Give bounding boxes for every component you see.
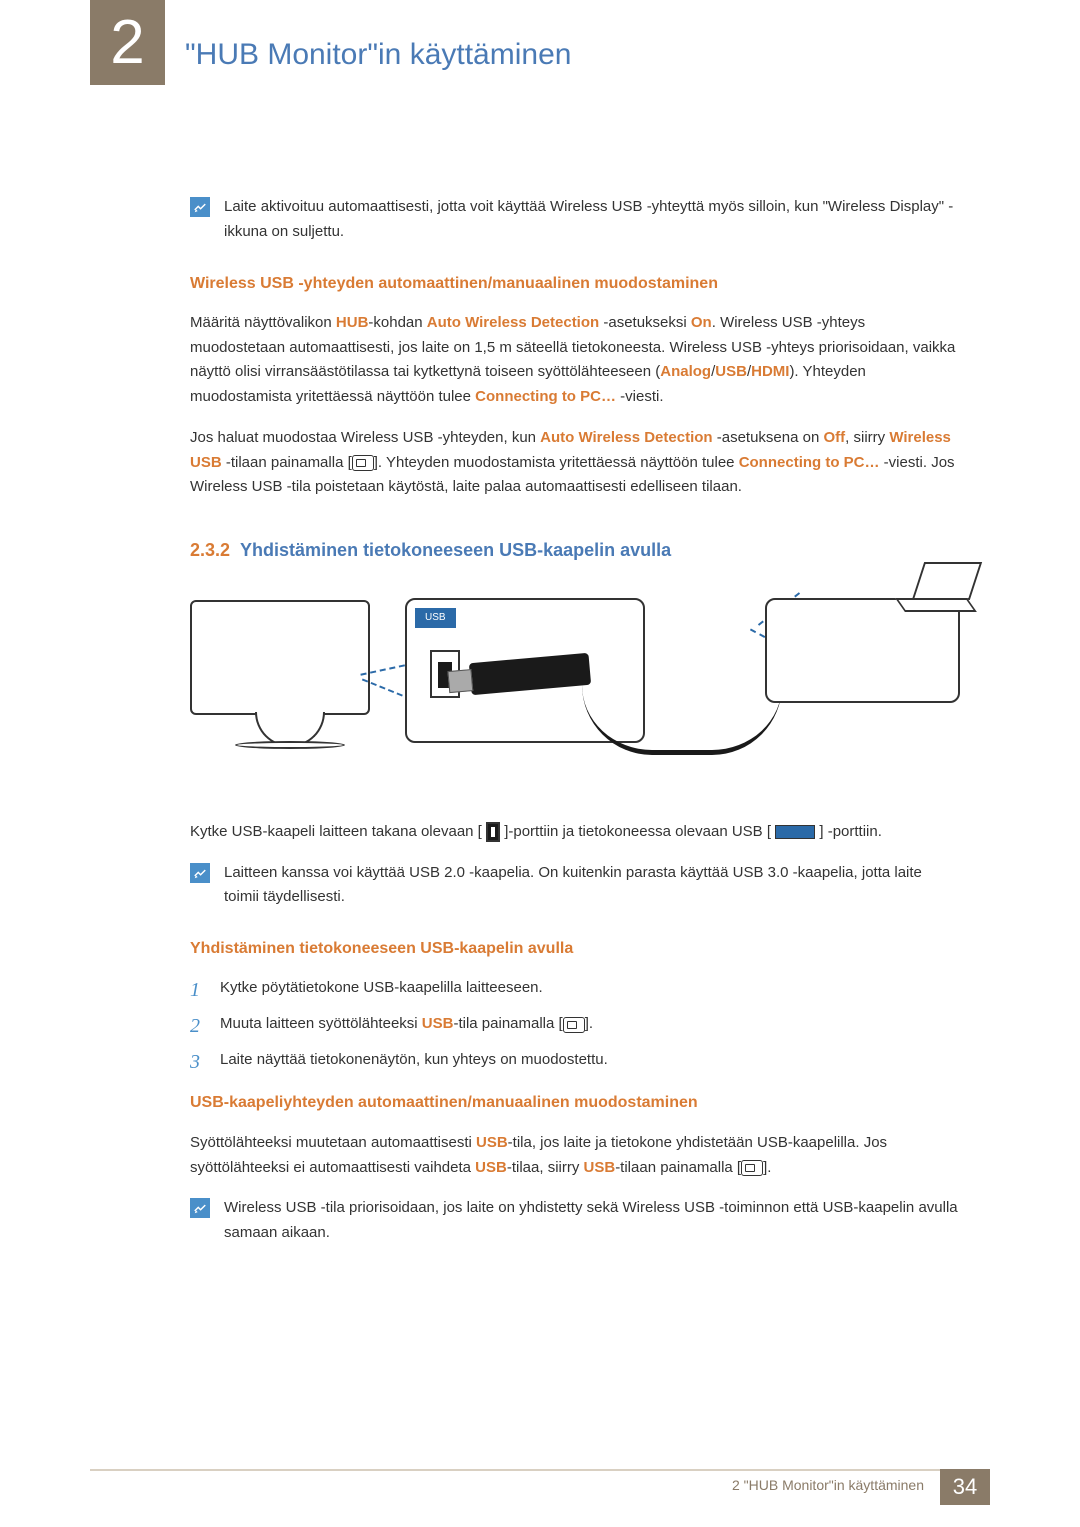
- note-icon: [190, 863, 210, 883]
- step-2: Muuta laitteen syöttölähteeksi USB-tila …: [190, 1012, 960, 1036]
- paragraph-wireless-2: Jos haluat muodostaa Wireless USB -yhtey…: [190, 426, 960, 500]
- step-3: Laite näyttää tietokonenäytön, kun yhtey…: [190, 1048, 960, 1072]
- note-icon: [190, 1198, 210, 1218]
- source-button-icon: [741, 1160, 763, 1176]
- heading-usb-cable-connect: Yhdistäminen tietokoneeseen USB-kaapelin…: [190, 936, 960, 962]
- note-icon: [190, 197, 210, 217]
- heading-usb-auto-manual: USB-kaapeliyhteyden automaattinen/manuaa…: [190, 1090, 960, 1116]
- note-2: Laitteen kanssa voi käyttää USB 2.0 -kaa…: [190, 861, 960, 911]
- note-1: Laite aktivoituu automaattisesti, jotta …: [190, 195, 960, 245]
- laptop-illustration: [900, 562, 985, 617]
- page-content: Laite aktivoituu automaattisesti, jotta …: [190, 195, 960, 1272]
- usb-b-port-icon: [486, 822, 500, 842]
- section-heading-232: 2.3.2Yhdistäminen tietokoneeseen USB-kaa…: [190, 536, 960, 566]
- note-text: Laite aktivoituu automaattisesti, jotta …: [224, 195, 960, 245]
- chapter-title: "HUB Monitor"in käyttäminen: [185, 38, 571, 72]
- monitor-illustration: [190, 600, 390, 760]
- usb-cable: [582, 685, 782, 755]
- usb-port-label: USB: [415, 608, 456, 629]
- usb-a-port-icon: [775, 825, 815, 839]
- chapter-number-tab: 2: [90, 0, 165, 85]
- footer-chapter-text: 2 "HUB Monitor"in käyttäminen: [732, 1469, 940, 1505]
- source-button-icon: [563, 1017, 585, 1033]
- steps-list: Kytke pöytätietokone USB-kaapelilla lait…: [190, 976, 960, 1072]
- footer-page-number: 34: [940, 1469, 990, 1505]
- usb-connection-diagram: USB: [190, 590, 960, 800]
- paragraph-cable-instruction: Kytke USB-kaapeli laitteen takana olevaa…: [190, 820, 960, 845]
- step-1: Kytke pöytätietokone USB-kaapelilla lait…: [190, 976, 960, 1000]
- note-3: Wireless USB -tila priorisoidaan, jos la…: [190, 1196, 960, 1246]
- paragraph-wireless-1: Määritä näyttövalikon HUB-kohdan Auto Wi…: [190, 311, 960, 410]
- note-text: Wireless USB -tila priorisoidaan, jos la…: [224, 1196, 960, 1246]
- paragraph-auto: Syöttölähteeksi muutetaan automaattisest…: [190, 1131, 960, 1181]
- page-footer: 2 "HUB Monitor"in käyttäminen 34: [90, 1469, 990, 1505]
- note-text: Laitteen kanssa voi käyttää USB 2.0 -kaa…: [224, 861, 960, 911]
- heading-wireless-auto-manual: Wireless USB -yhteyden automaattinen/man…: [190, 271, 960, 297]
- source-button-icon: [352, 455, 374, 471]
